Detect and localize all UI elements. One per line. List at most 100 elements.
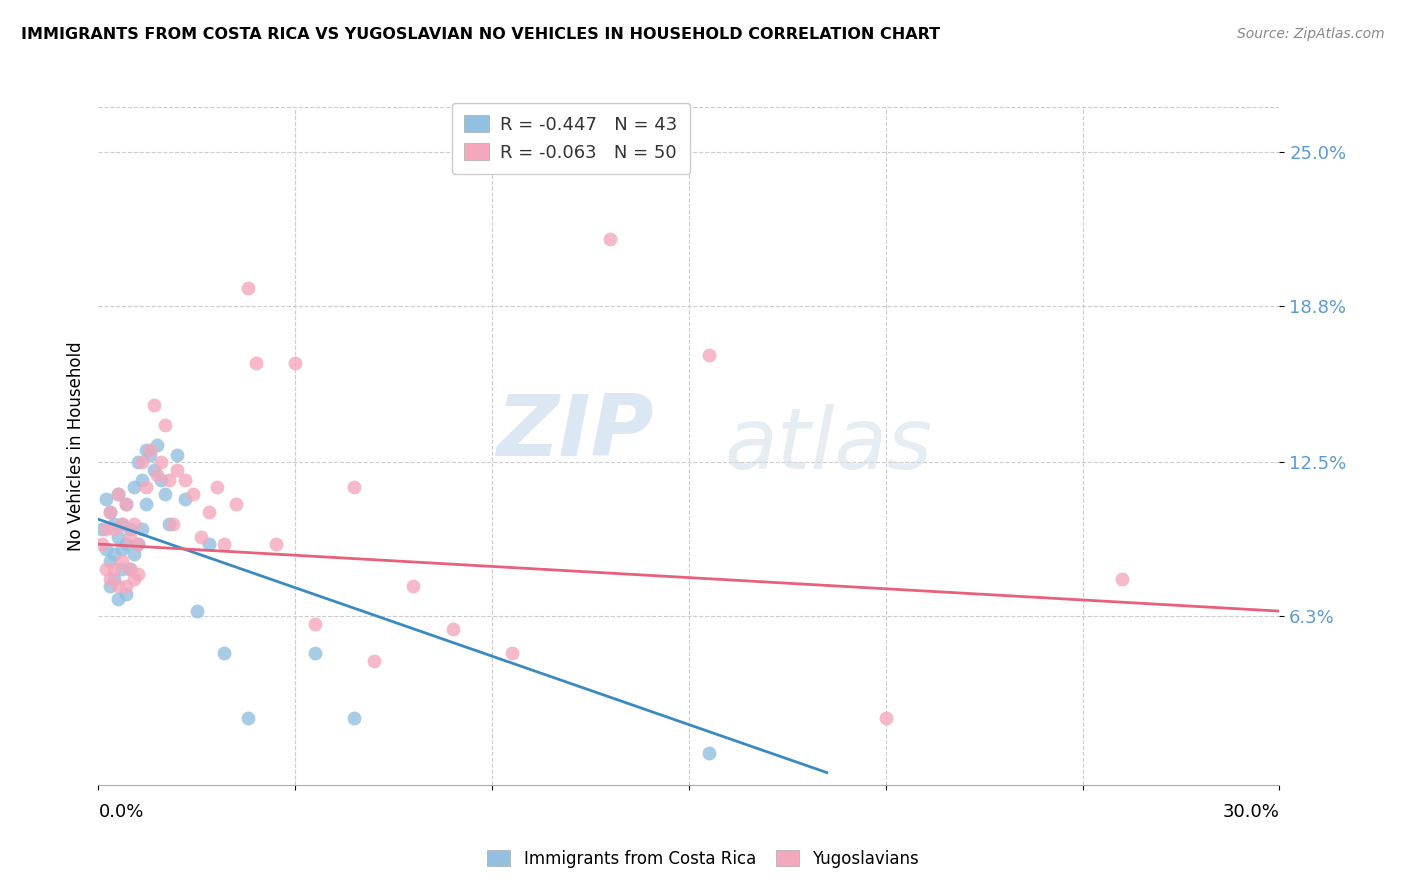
Y-axis label: No Vehicles in Household: No Vehicles in Household	[66, 341, 84, 551]
Point	[138, 448, 160, 462]
Point	[96, 522, 118, 536]
Point	[284, 356, 307, 370]
Point	[91, 522, 114, 536]
Point	[127, 537, 149, 551]
Point	[264, 537, 287, 551]
Point	[122, 517, 145, 532]
Point	[122, 547, 145, 561]
Text: 30.0%: 30.0%	[1223, 803, 1279, 822]
Point	[186, 604, 208, 618]
Point	[103, 517, 125, 532]
Point	[166, 448, 188, 462]
Point	[197, 505, 219, 519]
Point	[98, 505, 121, 519]
Point	[118, 522, 141, 536]
Point	[131, 473, 153, 487]
Point	[205, 480, 228, 494]
Point	[98, 572, 121, 586]
Point	[162, 517, 184, 532]
Point	[111, 562, 134, 576]
Point	[111, 542, 134, 557]
Point	[122, 572, 145, 586]
Point	[402, 579, 425, 593]
Point	[103, 522, 125, 536]
Point	[127, 537, 149, 551]
Point	[127, 566, 149, 581]
Point	[304, 616, 326, 631]
Text: ZIP: ZIP	[496, 391, 654, 474]
Point	[363, 654, 385, 668]
Point	[174, 492, 197, 507]
Point	[118, 562, 141, 576]
Point	[142, 398, 165, 412]
Point	[1111, 572, 1133, 586]
Point	[103, 572, 125, 586]
Point	[107, 591, 129, 606]
Point	[181, 487, 204, 501]
Point	[697, 746, 720, 760]
Point	[98, 505, 121, 519]
Point	[107, 487, 129, 501]
Point	[225, 497, 247, 511]
Point	[214, 537, 236, 551]
Point	[142, 462, 165, 476]
Point	[103, 547, 125, 561]
Point	[91, 537, 114, 551]
Point	[236, 711, 259, 725]
Point	[501, 646, 523, 660]
Point	[138, 442, 160, 457]
Point	[236, 281, 259, 295]
Point	[111, 517, 134, 532]
Text: 0.0%: 0.0%	[98, 803, 143, 822]
Legend: Immigrants from Costa Rica, Yugoslavians: Immigrants from Costa Rica, Yugoslavians	[481, 844, 925, 875]
Point	[115, 497, 138, 511]
Point	[343, 480, 366, 494]
Point	[150, 473, 173, 487]
Point	[115, 587, 138, 601]
Point	[146, 467, 169, 482]
Point	[118, 562, 141, 576]
Point	[343, 711, 366, 725]
Text: IMMIGRANTS FROM COSTA RICA VS YUGOSLAVIAN NO VEHICLES IN HOUSEHOLD CORRELATION C: IMMIGRANTS FROM COSTA RICA VS YUGOSLAVIA…	[21, 27, 941, 42]
Point	[131, 455, 153, 469]
Point	[135, 497, 157, 511]
Text: atlas: atlas	[724, 404, 932, 488]
Point	[96, 562, 118, 576]
Point	[96, 542, 118, 557]
Point	[304, 646, 326, 660]
Point	[111, 517, 134, 532]
Point	[146, 438, 169, 452]
Point	[135, 442, 157, 457]
Point	[174, 473, 197, 487]
Point	[197, 537, 219, 551]
Point	[115, 497, 138, 511]
Point	[118, 530, 141, 544]
Point	[441, 622, 464, 636]
Point	[107, 579, 129, 593]
Point	[107, 487, 129, 501]
Point	[96, 492, 118, 507]
Point	[122, 480, 145, 494]
Point	[190, 530, 212, 544]
Point	[157, 517, 180, 532]
Point	[98, 579, 121, 593]
Point	[214, 646, 236, 660]
Text: Source: ZipAtlas.com: Source: ZipAtlas.com	[1237, 27, 1385, 41]
Point	[155, 487, 177, 501]
Point	[107, 530, 129, 544]
Point	[115, 537, 138, 551]
Legend: R = -0.447   N = 43, R = -0.063   N = 50: R = -0.447 N = 43, R = -0.063 N = 50	[451, 103, 690, 175]
Point	[166, 462, 188, 476]
Point	[115, 579, 138, 593]
Point	[135, 480, 157, 494]
Point	[155, 417, 177, 432]
Point	[103, 562, 125, 576]
Point	[98, 554, 121, 568]
Point	[697, 348, 720, 362]
Point	[245, 356, 267, 370]
Point	[127, 455, 149, 469]
Point	[131, 522, 153, 536]
Point	[157, 473, 180, 487]
Point	[111, 554, 134, 568]
Point	[150, 455, 173, 469]
